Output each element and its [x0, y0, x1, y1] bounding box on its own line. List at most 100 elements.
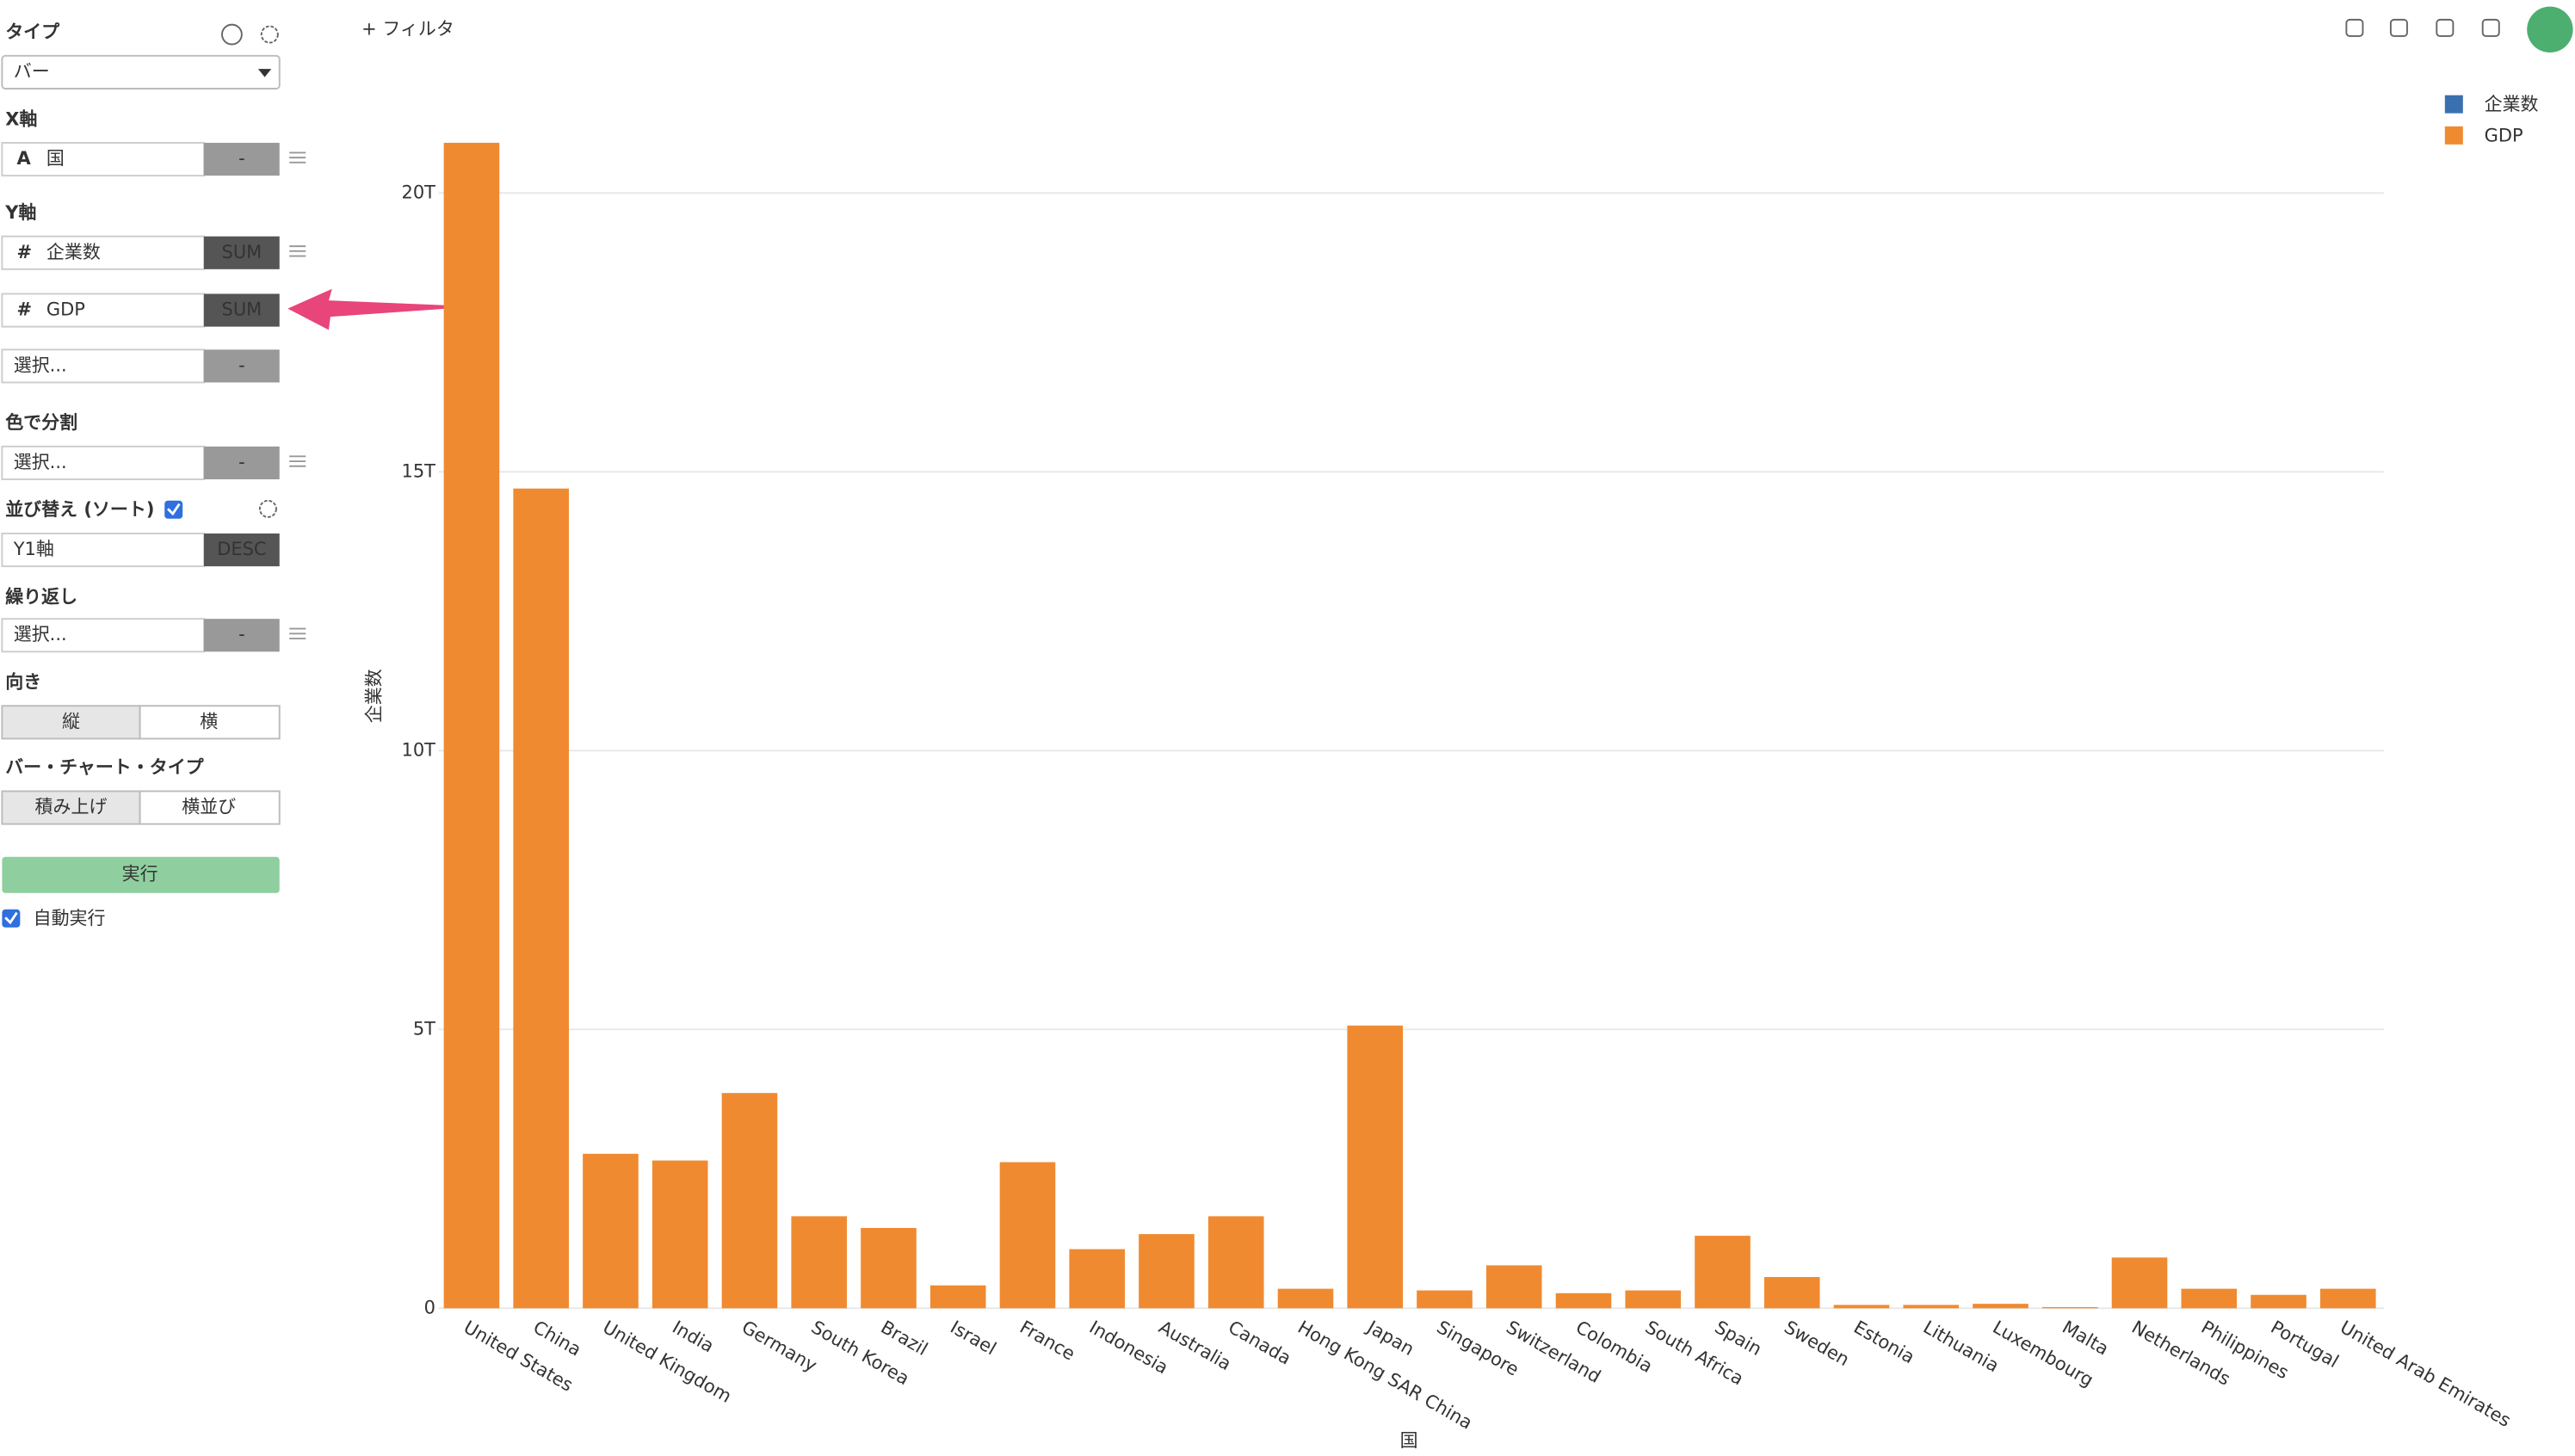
field-name: GDP: [46, 299, 85, 320]
bar[interactable]: [861, 1228, 917, 1309]
toggle-label: 横: [200, 711, 218, 731]
x-tick-label: United Arab Emirates: [2337, 1317, 2514, 1431]
field-box[interactable]: [1, 293, 205, 328]
x-tick-label: Brazil: [877, 1317, 931, 1360]
run-label: 実行: [122, 864, 158, 885]
bar[interactable]: [791, 1216, 848, 1309]
legend-swatch[interactable]: [2444, 126, 2463, 145]
bar[interactable]: [1695, 1236, 1751, 1309]
run-button[interactable]: [2, 856, 280, 893]
agg-label: -: [238, 452, 245, 472]
x-tick-label: India: [669, 1317, 718, 1357]
agg-button[interactable]: [204, 349, 280, 383]
x-tick-label: France: [1016, 1317, 1078, 1365]
bar[interactable]: [1347, 1025, 1404, 1309]
bar[interactable]: [651, 1160, 708, 1309]
agg-button[interactable]: [204, 619, 280, 652]
check-mark: [167, 503, 181, 516]
field-box[interactable]: [1, 235, 205, 270]
bar[interactable]: [2319, 1288, 2376, 1309]
x-tick-label: Germany: [738, 1317, 820, 1376]
toggle-option[interactable]: [1, 705, 141, 740]
bar[interactable]: [1555, 1293, 1612, 1309]
x-tick-label: Lithuania: [1920, 1317, 2003, 1376]
bar[interactable]: [999, 1162, 1056, 1309]
field-name: 選択...: [14, 355, 67, 375]
bar[interactable]: [2251, 1294, 2306, 1309]
bar[interactable]: [721, 1093, 778, 1309]
legend-swatch[interactable]: [2444, 95, 2463, 114]
agg-label: -: [238, 355, 245, 375]
agg-button[interactable]: [204, 293, 280, 327]
help-icon[interactable]: [221, 23, 243, 46]
bar[interactable]: [1417, 1290, 1473, 1309]
field-box[interactable]: [1, 618, 205, 653]
agg-button[interactable]: [204, 236, 280, 269]
agg-label: SUM: [222, 299, 262, 320]
x-tick-label: Indonesia: [1086, 1317, 1172, 1378]
annotation-arrow: [287, 288, 448, 330]
y-tick-label: 5T: [413, 1018, 435, 1039]
toolbar-icon[interactable]: [2345, 18, 2364, 37]
y-tick-label: 10T: [401, 739, 435, 760]
field-box[interactable]: [1, 445, 205, 480]
agg-button[interactable]: [204, 142, 280, 176]
toolbar-icon[interactable]: [2481, 18, 2500, 37]
bar[interactable]: [1207, 1216, 1264, 1309]
x-axis-label: 国: [1400, 1430, 1418, 1451]
toggle-option[interactable]: [139, 790, 281, 825]
bar[interactable]: [2181, 1288, 2238, 1309]
filter-button: + フィルタ: [361, 18, 454, 39]
y-axis-label: 企業数: [363, 669, 384, 723]
bar[interactable]: [2111, 1257, 2168, 1309]
check-mark: [4, 911, 18, 925]
x-tick-label: China: [530, 1317, 585, 1360]
toolbar-icon[interactable]: [2389, 18, 2408, 37]
section-label: 色で分割: [5, 412, 77, 433]
bar[interactable]: [1277, 1288, 1334, 1309]
bar[interactable]: [1903, 1305, 1960, 1309]
agg-label: -: [238, 148, 245, 169]
bar[interactable]: [1069, 1249, 1126, 1309]
type-dropdown[interactable]: [1, 54, 281, 89]
type-value: バー: [14, 61, 50, 82]
settings-icon[interactable]: [258, 499, 277, 518]
field-icon: A: [17, 148, 32, 169]
toggle-label: 縦: [62, 711, 80, 731]
agg-button[interactable]: [204, 446, 280, 480]
bar[interactable]: [1833, 1305, 1890, 1309]
dropdown-caret: [257, 69, 272, 77]
bar[interactable]: [1763, 1277, 1820, 1309]
field-icon: #: [17, 242, 33, 262]
toggle-label: 横並び: [182, 797, 236, 817]
section-label: X軸: [5, 108, 37, 129]
field-name: 選択...: [14, 624, 67, 645]
bar[interactable]: [1485, 1265, 1542, 1309]
field-box[interactable]: [1, 142, 205, 177]
section-label: 並び替え (ソート): [5, 499, 154, 520]
x-tick-label: United Kingdom: [599, 1317, 735, 1407]
pin-button[interactable]: [2527, 6, 2573, 53]
agg-button[interactable]: [204, 533, 280, 567]
bar[interactable]: [443, 142, 500, 1309]
toggle-option[interactable]: [1, 790, 141, 825]
legend-label[interactable]: GDP: [2485, 125, 2523, 145]
toggle-option[interactable]: [139, 705, 281, 740]
legend-label[interactable]: 企業数: [2485, 94, 2539, 114]
settings-icon[interactable]: [260, 25, 279, 44]
field-box[interactable]: [1, 349, 205, 384]
toolbar-icon[interactable]: [2436, 18, 2455, 37]
bar[interactable]: [1139, 1234, 1195, 1309]
x-tick-label: Canada: [1225, 1317, 1294, 1369]
bar[interactable]: [513, 488, 570, 1309]
bar[interactable]: [583, 1153, 639, 1309]
bar[interactable]: [1625, 1290, 1682, 1309]
bar[interactable]: [929, 1285, 986, 1309]
x-tick-label: Spain: [1711, 1317, 1765, 1360]
x-tick-label: Israel: [947, 1317, 1000, 1359]
x-tick-label: Sweden: [1781, 1317, 1853, 1370]
bar[interactable]: [1973, 1304, 2029, 1309]
y-tick-label: 0: [424, 1297, 435, 1317]
bar[interactable]: [2041, 1307, 2098, 1309]
